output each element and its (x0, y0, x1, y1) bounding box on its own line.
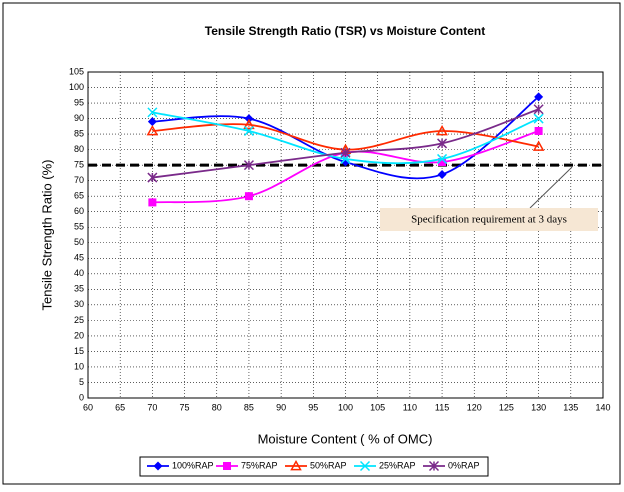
marker (436, 124, 448, 136)
x-tick-label: 110 (403, 402, 417, 412)
y-tick-label: 75 (74, 160, 84, 170)
x-tick-label: 90 (276, 402, 286, 412)
marker (148, 198, 157, 207)
y-tick-label: 30 (74, 299, 84, 309)
legend-marker (428, 460, 440, 472)
x-tick-label: 75 (180, 402, 190, 412)
x-tick-label: 60 (83, 402, 93, 412)
marker (146, 124, 159, 136)
marker (534, 126, 543, 135)
x-tick-label: 65 (115, 402, 125, 412)
x-axis-label: Moisture Content ( % of OMC) (258, 431, 433, 446)
x-tick-label: 135 (563, 402, 578, 412)
y-tick-label: 35 (74, 284, 84, 294)
legend-label: 25%RAP (379, 460, 416, 470)
y-tick-label: 50 (74, 237, 84, 247)
legend-marker (153, 461, 163, 471)
annotation-box (380, 208, 598, 231)
legend-label: 75%RAP (241, 460, 278, 470)
x-tick-label: 130 (531, 402, 546, 412)
y-tick-label: 45 (74, 253, 84, 263)
marker (244, 114, 254, 124)
legend-label: 0%RAP (448, 460, 480, 470)
y-tick-label: 0 (79, 392, 84, 402)
y-tick-label: 40 (74, 268, 84, 278)
legend-marker (223, 462, 231, 470)
marker (533, 104, 544, 115)
marker (437, 169, 447, 179)
legend-marker (359, 460, 371, 472)
legend-box (139, 456, 489, 477)
legend-label: 50%RAP (310, 460, 347, 470)
y-tick-label: 95 (74, 97, 84, 107)
y-tick-label: 105 (69, 66, 84, 76)
y-tick-label: 55 (74, 222, 84, 232)
x-tick-label: 100 (338, 402, 353, 412)
marker (243, 160, 254, 171)
x-tick-label: 70 (147, 402, 157, 412)
y-tick-label: 90 (74, 113, 84, 123)
marker (532, 140, 545, 151)
x-tick-label: 85 (244, 402, 254, 412)
y-axis-label: Tensile Strength Ratio (%) (39, 159, 54, 310)
chart-title: Tensile Strength Ratio (TSR) vs Moisture… (205, 24, 485, 38)
marker (340, 147, 351, 158)
legend-marker (290, 459, 302, 471)
x-tick-label: 125 (499, 402, 514, 412)
y-tick-label: 25 (74, 315, 84, 325)
marker (438, 158, 447, 167)
x-tick-label: 115 (435, 402, 449, 412)
x-tick-label: 120 (467, 402, 482, 412)
y-tick-label: 70 (74, 175, 84, 185)
y-tick-label: 15 (74, 346, 84, 356)
y-tick-label: 80 (74, 144, 84, 154)
marker (437, 153, 448, 164)
x-tick-label: 95 (308, 402, 318, 412)
y-tick-label: 60 (74, 206, 84, 216)
x-tick-label: 80 (212, 402, 222, 412)
legend: 100%RAP 75%RAP 50%RAP 25%RAP 0%RAP (139, 456, 489, 477)
y-tick-label: 10 (74, 361, 84, 371)
marker (147, 107, 158, 118)
y-tick-label: 5 (79, 377, 84, 387)
annotation: Specification requirement at 3 days (411, 214, 567, 226)
y-tick-label: 20 (74, 330, 84, 340)
x-tick-label: 105 (370, 402, 385, 412)
legend-label: 100%RAP (172, 460, 214, 470)
y-tick-label: 100 (69, 82, 84, 92)
marker (437, 138, 448, 149)
marker (244, 192, 253, 201)
marker (243, 125, 254, 137)
marker (147, 172, 158, 183)
marker (243, 118, 255, 130)
marker (533, 113, 544, 124)
y-tick-label: 85 (74, 128, 84, 138)
marker (534, 92, 544, 102)
x-tick-label: 140 (595, 402, 610, 412)
y-tick-label: 65 (74, 191, 84, 201)
marker (147, 117, 157, 127)
annotation-arrow (529, 166, 573, 209)
